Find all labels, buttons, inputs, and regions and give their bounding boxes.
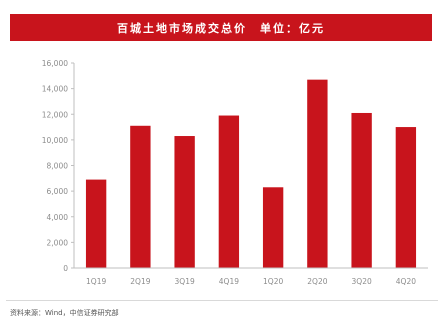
x-tick-label: 1Q19 — [86, 277, 106, 286]
bar-2q19 — [130, 125, 151, 268]
bar-1q20 — [262, 187, 284, 268]
y-tick-label: 0 — [63, 264, 68, 273]
bar-4q20 — [395, 127, 417, 268]
bar-2q20 — [307, 79, 328, 268]
x-tick-label: 4Q19 — [219, 277, 239, 286]
y-tick-label: 2,000 — [47, 238, 69, 247]
x-tick-label: 2Q19 — [130, 277, 150, 286]
bar-3q19 — [174, 136, 195, 268]
bar-4q19 — [218, 115, 240, 268]
bar-chart: 0 2,000 4,000 6,000 8,000 10,000 12,000 14,000 1… — [42, 59, 428, 286]
y-tick-label: 16,000 — [42, 59, 68, 68]
bar-1q19 — [85, 179, 107, 268]
chart-title: 百城土地市场成交总价 单位：亿元 — [10, 14, 432, 41]
y-tick-label: 12,000 — [42, 110, 68, 119]
footer-divider — [6, 300, 438, 301]
x-tick-label: 2Q20 — [307, 277, 327, 286]
y-tick-label: 4,000 — [47, 213, 69, 222]
x-tick-label: 3Q20 — [352, 277, 372, 286]
y-tick-label: 8,000 — [47, 162, 69, 171]
x-tick-label: 1Q20 — [263, 277, 283, 286]
x-tick-label: 3Q19 — [175, 277, 195, 286]
bar-3q20 — [351, 112, 372, 268]
y-axis: 0 2,000 4,000 6,000 8,000 10,000 12,000 14,000 1… — [42, 59, 75, 273]
source-note: 资料来源：Wind，中信证券研究部 — [10, 309, 119, 317]
x-tick-label: 4Q20 — [396, 277, 416, 286]
y-tick-label: 14,000 — [42, 85, 68, 94]
x-axis: 1Q19 2Q19 3Q19 4Q19 1Q20 2Q20 3Q20 4Q20 — [74, 267, 428, 286]
y-tick-label: 6,000 — [47, 187, 69, 196]
y-tick-label: 10,000 — [42, 136, 68, 145]
bars — [85, 79, 417, 268]
